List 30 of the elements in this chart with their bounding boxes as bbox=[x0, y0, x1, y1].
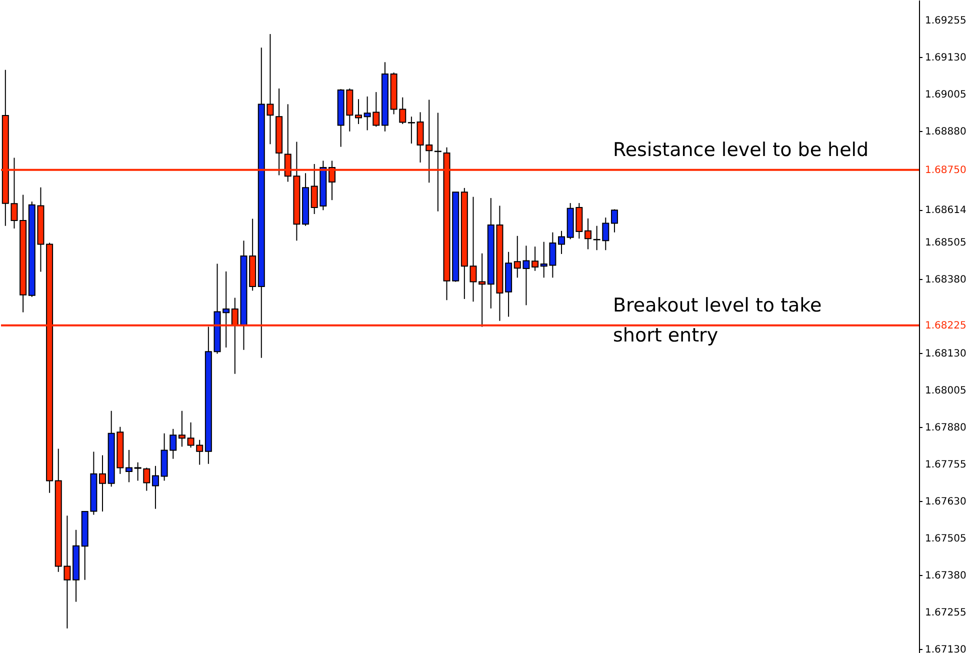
ref-line-label: Resistance level to be held bbox=[613, 138, 869, 161]
y-tick-label: 1.68614 bbox=[925, 205, 966, 216]
y-tick-label: 1.69005 bbox=[925, 89, 966, 100]
y-tick-label: 1.67880 bbox=[925, 422, 966, 434]
y-tick-label: 1.67630 bbox=[925, 496, 966, 508]
y-tick-label: 1.68750 bbox=[925, 164, 966, 176]
y-tick-label: 1.68130 bbox=[925, 348, 966, 360]
y-tick-label: 1.68380 bbox=[925, 274, 966, 286]
candlestick bbox=[584, 218, 592, 250]
candlestick bbox=[125, 449, 132, 483]
y-tick-label: 1.68005 bbox=[925, 385, 966, 396]
candlestick bbox=[558, 230, 566, 254]
candlestick bbox=[178, 410, 186, 448]
candlestick bbox=[99, 454, 106, 512]
y-tick-label: 1.67130 bbox=[925, 644, 966, 653]
candlestick bbox=[354, 98, 362, 125]
y-tick-label: 1.67255 bbox=[925, 607, 966, 618]
candlestick bbox=[408, 116, 415, 144]
candlestick bbox=[610, 208, 618, 233]
candlestick bbox=[152, 465, 159, 510]
y-tick-label: 1.68505 bbox=[925, 237, 966, 248]
ref-line-label: Breakout level to take short entry bbox=[613, 294, 822, 346]
candlestick bbox=[532, 246, 539, 272]
y-tick-label: 1.67505 bbox=[925, 533, 966, 544]
y-tick-label: 1.68880 bbox=[925, 126, 966, 138]
y-tick-label: 1.69130 bbox=[925, 52, 966, 64]
y-tick-label: 1.67755 bbox=[925, 459, 966, 470]
y-tick-label: 1.67380 bbox=[925, 570, 966, 582]
y-tick-label: 1.68225 bbox=[925, 320, 966, 332]
y-tick-label: 1.69255 bbox=[925, 15, 966, 26]
